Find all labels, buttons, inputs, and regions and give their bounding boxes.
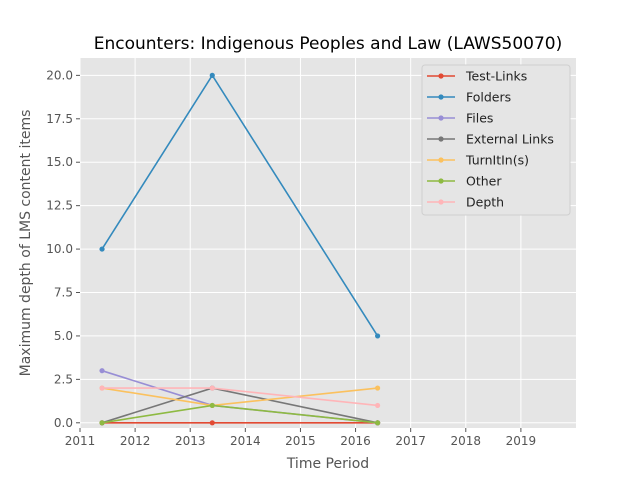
legend-item: Folders — [427, 90, 511, 105]
data-point — [99, 385, 105, 391]
legend-marker — [438, 199, 444, 205]
legend-item: TurnItIn(s) — [427, 153, 529, 168]
legend: Test-Links Folders Files External Links Turn… — [421, 64, 571, 216]
data-point — [99, 246, 105, 252]
x-tick-label: 2012 — [120, 434, 151, 448]
data-point — [375, 333, 381, 339]
series-folders — [99, 72, 381, 339]
y-tick-label: 12.5 — [46, 199, 73, 213]
legend-label: Depth — [466, 195, 504, 210]
chart-title: Encounters: Indigenous Peoples and Law (… — [94, 34, 563, 54]
data-point — [375, 402, 381, 409]
legend-box — [421, 64, 571, 216]
data-point — [375, 385, 381, 391]
legend-label: Test-Links — [465, 69, 527, 84]
x-tick-label: 2014 — [230, 434, 261, 448]
x-axis-label: Time Period — [286, 456, 369, 472]
legend-marker — [438, 136, 444, 142]
y-tick-label: 10.0 — [46, 242, 73, 256]
series-other — [99, 402, 381, 426]
x-tick-label: 2015 — [285, 434, 316, 448]
x-axis-ticks: 2011 2012 2013 2014 2015 2016 2017 2018 2019 — [65, 428, 536, 448]
data-point — [209, 420, 215, 426]
legend-label: TurnItIn(s) — [465, 153, 529, 168]
legend-item: Depth — [427, 195, 504, 210]
legend-item: Files — [427, 111, 493, 126]
series-depth — [99, 385, 381, 409]
legend-label: Folders — [466, 90, 511, 105]
legend-marker — [438, 94, 444, 100]
x-tick-label: 2018 — [451, 434, 482, 448]
y-tick-label: 0.0 — [54, 416, 73, 430]
x-tick-label: 2011 — [65, 434, 96, 448]
y-tick-label: 15.0 — [46, 155, 73, 169]
y-tick-label: 2.5 — [54, 372, 73, 386]
x-tick-label: 2019 — [506, 434, 537, 448]
data-point — [375, 420, 381, 426]
legend-item: Other — [427, 174, 502, 189]
legend-item: External Links — [427, 132, 554, 147]
x-tick-label: 2013 — [175, 434, 206, 448]
legend-marker — [438, 115, 444, 121]
y-axis-ticks: 0.0 2.5 5.0 7.5 10.0 12.5 15.0 17.5 20.0 — [46, 68, 80, 430]
legend-marker — [438, 157, 444, 163]
legend-label: Other — [466, 174, 502, 189]
series-layer — [99, 72, 381, 426]
data-point — [209, 402, 215, 409]
legend-marker — [438, 178, 444, 184]
data-point — [99, 420, 105, 426]
legend-label: Files — [466, 111, 493, 126]
x-tick-label: 2016 — [340, 434, 371, 448]
y-axis-label: Maximum depth of LMS content items — [18, 110, 34, 377]
x-tick-label: 2017 — [395, 434, 426, 448]
data-point — [209, 385, 215, 391]
y-tick-label: 20.0 — [46, 68, 73, 82]
y-tick-label: 7.5 — [54, 286, 73, 300]
data-point — [209, 72, 215, 78]
legend-label: External Links — [466, 132, 554, 147]
legend-marker — [438, 73, 444, 79]
data-point — [99, 368, 105, 374]
y-tick-label: 5.0 — [54, 329, 73, 343]
legend-item: Test-Links — [427, 69, 527, 84]
y-tick-label: 17.5 — [46, 112, 73, 126]
